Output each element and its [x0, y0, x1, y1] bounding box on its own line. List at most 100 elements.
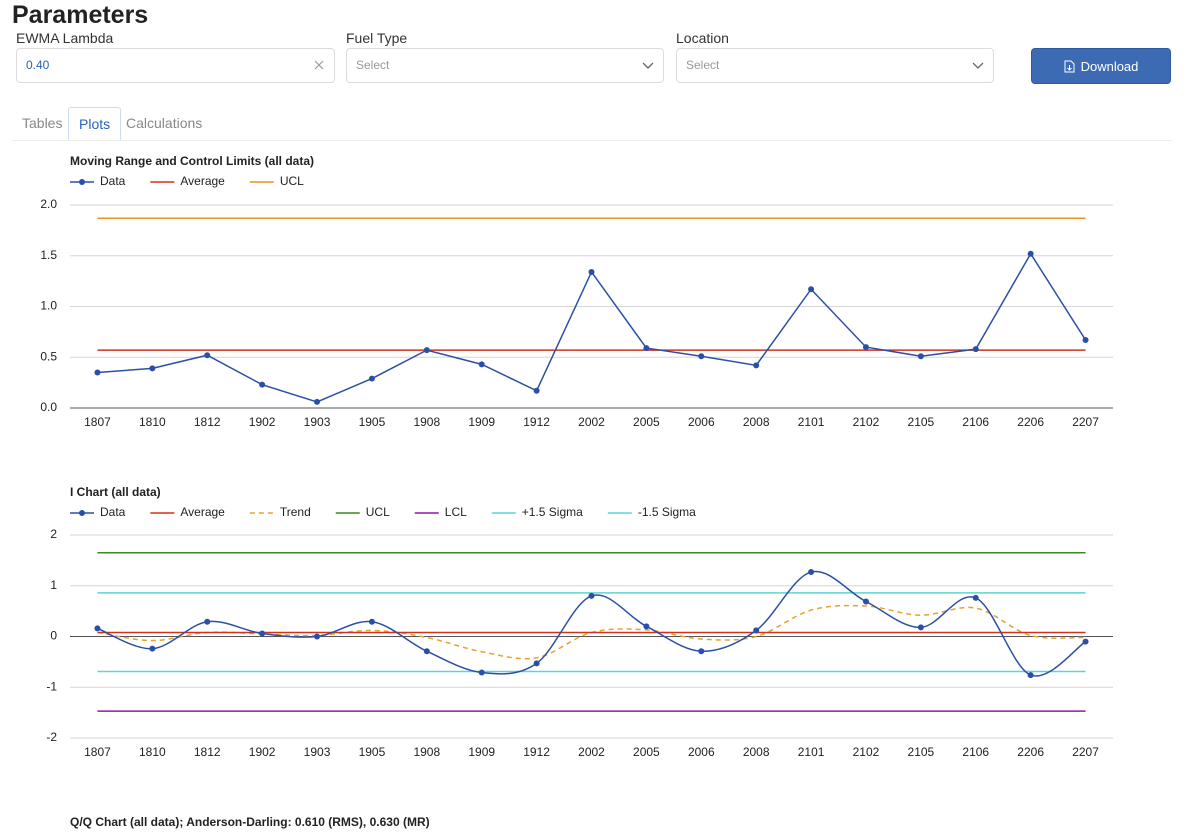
data-point — [259, 630, 266, 637]
placeholder: Select — [356, 58, 390, 72]
download-button[interactable]: Download — [1031, 48, 1171, 84]
clear-icon[interactable] — [313, 59, 325, 71]
lambda-input[interactable]: 0.40 — [16, 48, 335, 83]
x-tick-label: 1908 — [413, 745, 440, 759]
x-tick-label: 2008 — [743, 415, 770, 429]
chevron-icon — [642, 62, 654, 69]
legend-marker — [79, 510, 85, 516]
input-value: 0.40 — [26, 58, 50, 72]
y-tick-label: 1.0 — [40, 299, 57, 313]
x-tick-label: 2002 — [578, 415, 605, 429]
x-tick-label: 1908 — [413, 415, 440, 429]
x-tick-label: 1810 — [139, 745, 166, 759]
data-point — [917, 624, 924, 631]
x-tick-label: 2002 — [578, 745, 605, 759]
data-point — [1027, 672, 1034, 679]
x-tick-label: 1912 — [523, 745, 550, 759]
x-tick-label: 2207 — [1072, 745, 1099, 759]
series-line — [97, 252, 1087, 403]
data-point — [314, 633, 321, 640]
x-tick-label: 2106 — [962, 415, 989, 429]
data-point — [917, 353, 924, 360]
chart-title: Q/Q Chart (all data); Anderson-Darling: … — [70, 815, 430, 829]
x-tick-label: 2005 — [633, 745, 660, 759]
legend-label: UCL — [280, 174, 304, 188]
legend-item: Average — [150, 174, 225, 188]
x-tick-label: 2206 — [1017, 745, 1044, 759]
legend-item: -1.5 Sigma — [607, 505, 696, 519]
legend-item: UCL — [249, 174, 304, 188]
series-line — [97, 570, 1086, 677]
field-label: Location — [676, 30, 729, 46]
x-tick-label: 1912 — [523, 415, 550, 429]
x-tick-label: 2101 — [798, 745, 825, 759]
legend-label: Data — [100, 505, 126, 519]
data-point — [588, 268, 595, 275]
data-point — [698, 353, 705, 360]
y-tick-label: 2 — [50, 527, 57, 541]
x-tick-label: 1902 — [249, 745, 276, 759]
legend-item: Average — [150, 505, 225, 519]
x-tick-label: 2102 — [853, 745, 880, 759]
y-tick-label: -1 — [46, 679, 57, 693]
data-point — [149, 365, 156, 372]
data-point — [643, 623, 650, 630]
data-point — [588, 592, 595, 599]
x-tick-label: 1909 — [468, 745, 495, 759]
legend-item: Data — [70, 505, 126, 519]
y-tick-label: -2 — [46, 730, 57, 744]
x-tick-label: 2006 — [688, 745, 715, 759]
data-point — [1027, 250, 1034, 257]
legend-label: Data — [100, 174, 126, 188]
x-tick-label: 2207 — [1072, 415, 1099, 429]
chart-title: I Chart (all data) — [70, 485, 161, 499]
tab[interactable]: Calculations — [126, 115, 203, 131]
data-point — [808, 286, 815, 293]
x-tick-label: 2102 — [853, 415, 880, 429]
legend-item: Data — [70, 174, 126, 188]
legend-item: LCL — [414, 505, 467, 519]
field-label: EWMA Lambda — [16, 30, 114, 46]
x-tick-label: 1909 — [468, 415, 495, 429]
x-tick-label: 1903 — [304, 415, 331, 429]
data-point — [533, 387, 540, 394]
x-tick-label: 2105 — [908, 745, 935, 759]
field-label: Fuel Type — [346, 30, 408, 46]
x-tick-label: 1812 — [194, 415, 221, 429]
chart-title: Moving Range and Control Limits (all dat… — [70, 154, 314, 168]
tab[interactable]: Tables — [22, 115, 63, 131]
data-point — [368, 618, 375, 625]
data-point — [1082, 336, 1089, 343]
legend-label: -1.5 Sigma — [638, 505, 696, 519]
tab[interactable]: Plots — [68, 107, 122, 140]
button-label: Download — [1080, 58, 1139, 74]
data-point — [259, 381, 266, 388]
data-point — [643, 345, 650, 352]
x-tick-label: 1905 — [359, 415, 386, 429]
y-tick-label: 1 — [50, 578, 57, 592]
data-point — [423, 347, 430, 354]
data-point — [314, 398, 321, 405]
y-tick-label: 0 — [50, 629, 57, 643]
page-title: Parameters — [12, 1, 149, 29]
y-tick-label: 2.0 — [40, 197, 57, 211]
fuel-select[interactable]: Select — [346, 48, 664, 83]
x-tick-label: 2101 — [798, 415, 825, 429]
x-tick-label: 2005 — [633, 415, 660, 429]
x-tick-label: 1812 — [194, 745, 221, 759]
data-point — [478, 361, 485, 368]
x-tick-label: 2106 — [962, 745, 989, 759]
location-select[interactable]: Select — [676, 48, 994, 83]
x-tick-label: 2008 — [743, 745, 770, 759]
legend-item: UCL — [335, 505, 390, 519]
data-point — [753, 627, 760, 634]
data-point — [204, 618, 211, 625]
legend-label: UCL — [366, 505, 390, 519]
x-tick-label: 2105 — [908, 415, 935, 429]
placeholder: Select — [686, 58, 720, 72]
x-tick-label: 1902 — [249, 415, 276, 429]
legend-label: Average — [180, 174, 225, 188]
y-tick-label: 0.0 — [40, 400, 57, 414]
x-tick-label: 1807 — [84, 415, 111, 429]
